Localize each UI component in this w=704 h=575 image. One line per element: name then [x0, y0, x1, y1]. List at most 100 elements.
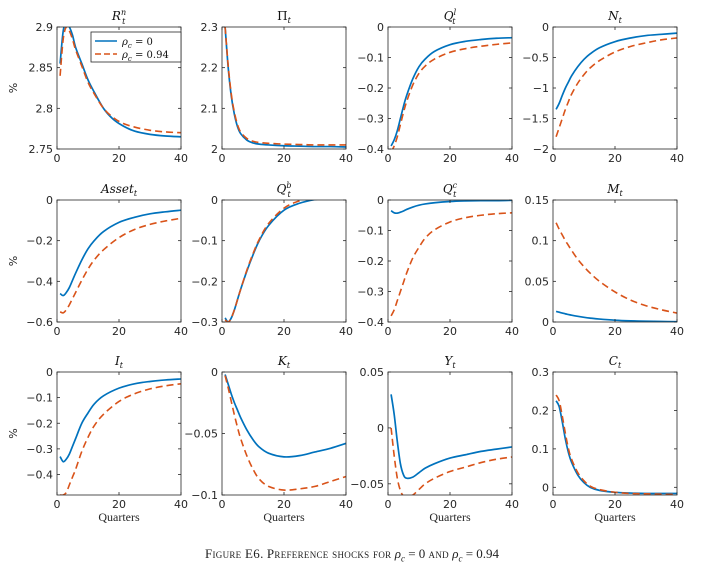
y-tick-label: −0.2 — [26, 235, 53, 248]
x-tick-label: 40 — [670, 152, 684, 165]
y-tick-label: 2.2 — [201, 62, 219, 75]
y-tick-label: −0.2 — [26, 417, 53, 430]
panel-title: Rn t — [111, 8, 126, 26]
panel-10: 0 20 40 −0.1 −0.05 0 Kt Quarters — [184, 354, 353, 524]
y-tick-label: 2.9 — [36, 21, 54, 34]
series-rho0-line — [224, 374, 346, 458]
x-tick-label: 0 — [54, 152, 61, 165]
y-tick-label: 0.05 — [525, 275, 550, 288]
series-rho094-line — [555, 37, 677, 138]
x-tick-label: 0 — [219, 325, 226, 338]
x-tick-label: 0 — [550, 498, 557, 511]
y-tick-label: 0 — [542, 21, 549, 34]
y-tick-label: 0.1 — [532, 443, 550, 456]
series-rho0-line — [390, 394, 512, 480]
y-tick-label: 0.1 — [532, 235, 550, 248]
y-tick-label: 0 — [377, 194, 384, 207]
y-tick-label: −0.2 — [357, 82, 384, 95]
y-tick-label: −0.3 — [191, 316, 218, 329]
caption-math-2: ρc = 0.94 — [452, 546, 500, 564]
y-tick-label: −0.4 — [26, 469, 53, 482]
y-tick-label: 0.05 — [360, 366, 385, 379]
caption-label: Figure E6. — [204, 546, 264, 561]
x-axis-label: Quarters — [263, 510, 305, 524]
axes-box — [552, 199, 678, 323]
series-rho0-line — [555, 310, 677, 322]
x-tick-label: 20 — [277, 325, 291, 338]
axes-box — [387, 371, 513, 496]
y-tick-label: 0 — [211, 366, 218, 379]
y-tick-label: −0.1 — [191, 489, 218, 502]
axes-box — [56, 199, 182, 323]
series-rho094-line — [224, 27, 346, 146]
panel-7: 0 20 40 −0.4 −0.3 −0.2 −0.1 0 Qc t — [357, 181, 519, 338]
y-tick-label: −0.3 — [357, 286, 384, 299]
x-tick-label: 0 — [54, 325, 61, 338]
series-rho094-line — [390, 427, 512, 495]
y-tick-label: 0 — [46, 366, 53, 379]
x-tick-label: 40 — [174, 325, 188, 338]
y-tick-label: −0.1 — [26, 392, 53, 405]
series-rho094-line — [555, 222, 677, 314]
y-tick-label: −0.05 — [184, 428, 218, 441]
axes-box — [56, 371, 182, 496]
x-tick-label: 40 — [339, 152, 353, 165]
x-tick-label: 20 — [443, 152, 457, 165]
series-rho094-line — [224, 375, 346, 491]
caption-and: and — [428, 546, 449, 561]
panel-title: It — [114, 354, 124, 370]
x-tick-label: 20 — [608, 325, 622, 338]
x-tick-label: 0 — [385, 152, 392, 165]
series-rho0-line — [59, 378, 181, 463]
y-tick-label: −0.5 — [522, 52, 549, 65]
y-tick-label: −0.6 — [26, 316, 53, 329]
y-tick-label: 2.3 — [201, 21, 219, 34]
y-tick-label: −1 — [533, 82, 549, 95]
series-rho094-line — [391, 42, 512, 149]
x-tick-label: 40 — [339, 325, 353, 338]
x-tick-label: 40 — [339, 498, 353, 511]
panel-title: Nt — [607, 9, 623, 25]
series-rho094-line — [59, 217, 181, 314]
y-tick-label: −0.2 — [357, 255, 384, 268]
x-tick-label: 40 — [670, 325, 684, 338]
panel-2: 0 20 40 2 2.1 2.2 2.3 Πt — [201, 9, 354, 165]
axes-box — [552, 26, 678, 150]
panel-9: 0 20 40 −0.4 −0.3 −0.2 −0.1 0 It% Quarters — [7, 354, 188, 524]
series-rho094-line — [60, 382, 181, 495]
panel-title: Ql t — [444, 8, 457, 26]
x-tick-label: 20 — [608, 152, 622, 165]
panel-title: Qc t — [443, 181, 458, 199]
y-tick-label: −0.4 — [357, 316, 384, 329]
y-tick-label: −0.1 — [191, 235, 218, 248]
x-tick-label: 40 — [505, 498, 519, 511]
series-rho0-line — [555, 400, 677, 495]
x-tick-label: 20 — [277, 498, 291, 511]
y-tick-label: −0.4 — [357, 143, 384, 156]
y-tick-label: −0.2 — [191, 275, 218, 288]
y-tick-label: −0.05 — [350, 478, 384, 491]
series-rho0-line — [390, 200, 512, 215]
x-tick-label: 0 — [385, 325, 392, 338]
axes-box — [221, 199, 347, 323]
panel-title: Qb t — [277, 181, 292, 199]
y-tick-label: −0.3 — [26, 443, 53, 456]
caption-math-1: ρc = 0 — [394, 546, 426, 564]
y-tick-label: 0 — [377, 21, 384, 34]
axes-box — [221, 371, 347, 496]
x-tick-label: 0 — [550, 152, 557, 165]
panel-title: Ct — [609, 354, 622, 370]
panel-3: 0 20 40 −0.4 −0.3 −0.2 −0.1 0 Ql t — [357, 8, 519, 165]
y-tick-label: 0 — [377, 422, 384, 435]
x-tick-label: 20 — [112, 325, 126, 338]
panel-title: Assett — [100, 182, 138, 198]
y-axis-label: % — [7, 256, 20, 266]
y-tick-label: 0 — [211, 194, 218, 207]
y-tick-label: −0.1 — [357, 52, 384, 65]
x-tick-label: 20 — [112, 152, 126, 165]
panel-6: 0 20 40 −0.3 −0.2 −0.1 0 Qb t — [191, 181, 353, 338]
y-tick-label: −0.3 — [357, 113, 384, 126]
y-tick-label: 2 — [211, 143, 218, 156]
